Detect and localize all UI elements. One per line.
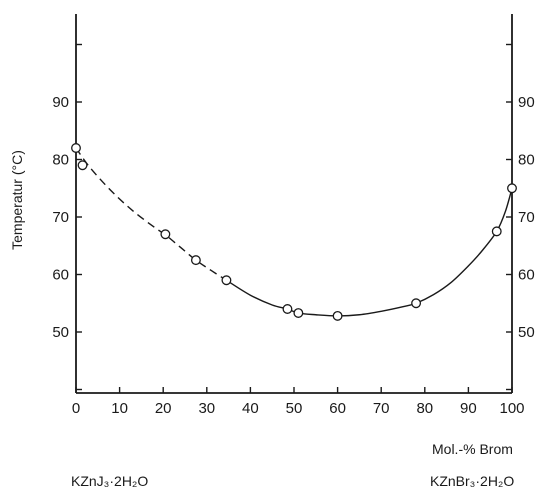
right-y-tick-label-60: 60: [518, 267, 535, 284]
data-point-8: [411, 298, 422, 309]
x-tick-label-10: 10: [111, 400, 128, 417]
data-point-0: [71, 143, 81, 153]
data-point-7: [332, 310, 343, 321]
right-y-tick-label-80: 80: [518, 152, 535, 169]
x-tick-label-30: 30: [198, 400, 215, 417]
x-tick-label-70: 70: [373, 400, 390, 417]
dashed-curve: [75, 147, 227, 281]
left-y-tick-label-90: 90: [52, 94, 69, 111]
axes: [75, 14, 513, 394]
x-tick-label-90: 90: [460, 400, 477, 417]
x-axis-title: Mol.-% Brom: [432, 441, 513, 457]
x-tick-label-60: 60: [329, 400, 346, 417]
x-tick-label-80: 80: [416, 400, 433, 417]
data-points: [71, 143, 517, 321]
data-point-9: [491, 226, 502, 237]
data-point-6: [293, 308, 304, 318]
solid-curve: [226, 188, 513, 317]
x-tick-label-50: 50: [286, 400, 303, 417]
data-point-10: [507, 183, 517, 194]
x-tick-label-100: 100: [499, 400, 524, 417]
ticks: 0 10 20 30 40 50 60 70 80 90 100 50 50 60 60 70 70 80 80 90…: [52, 43, 535, 417]
x-tick-label-0: 0: [72, 400, 80, 417]
left-y-tick-label-70: 70: [52, 209, 69, 226]
x-tick-label-40: 40: [242, 400, 259, 417]
x-tick-label-20: 20: [155, 400, 172, 417]
data-point-4: [221, 275, 232, 286]
left-compound-label: KZnJ₃·2H₂O: [71, 473, 148, 489]
left-y-tick-label-50: 50: [52, 324, 69, 341]
y-axis-title: Temperatur (°C): [9, 150, 25, 250]
left-y-tick-label-60: 60: [52, 267, 69, 284]
data-point-3: [190, 255, 201, 266]
data-point-1: [77, 160, 88, 171]
right-compound-label: KZnBr₃·2H₂O: [430, 473, 514, 489]
left-y-tick-label-80: 80: [52, 152, 69, 169]
data-point-5: [282, 304, 293, 314]
right-y-tick-label-90: 90: [518, 94, 535, 111]
right-y-tick-label-50: 50: [518, 324, 535, 341]
right-y-tick-label-70: 70: [518, 209, 535, 226]
curves: [75, 147, 513, 317]
data-point-2: [160, 229, 171, 240]
